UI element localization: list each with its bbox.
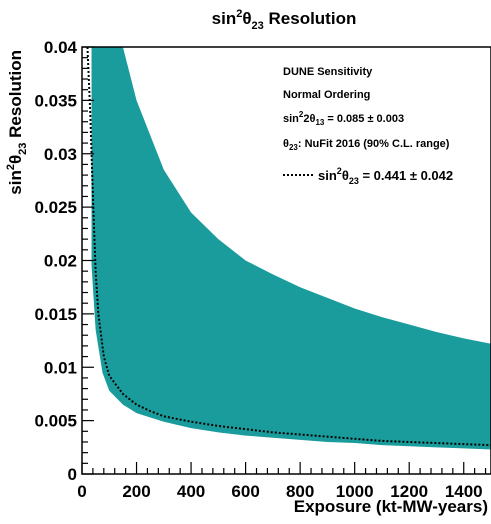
legend-curve-label: sin2θ23 = 0.441 ± 0.042 (318, 166, 453, 186)
legend-line-theta23: θ23: NuFit 2016 (90% C.L. range) (283, 138, 450, 152)
x-tick-label: 1400 (445, 482, 483, 501)
y-tick-label: 0.03 (44, 145, 77, 164)
x-tick-label: 400 (177, 482, 205, 501)
resolution-band (91, 47, 491, 450)
central-value-curve (86, 46, 491, 447)
legend-line-theta13: sin22θ13 = 0.085 ± 0.003 (283, 110, 404, 127)
x-tick-label: 0 (77, 482, 86, 501)
x-tick-label: 600 (231, 482, 259, 501)
x-tick-label: 1000 (336, 482, 374, 501)
legend: DUNE Sensitivity Normal Ordering sin22θ1… (283, 66, 453, 186)
y-tick-label: 0.005 (34, 412, 77, 431)
x-tick-label: 1200 (390, 482, 428, 501)
plot-data (86, 46, 491, 450)
y-axis-label: sin2θ23 Resolution (5, 50, 29, 195)
y-tick-label: 0 (68, 465, 77, 484)
x-tick-label: 800 (286, 482, 314, 501)
y-tick-label: 0.015 (34, 305, 77, 324)
x-axis: 0 200 400 600 800 1000 1200 1400 (77, 462, 487, 501)
y-tick-label: 0.01 (44, 358, 77, 377)
x-tick-label: 200 (122, 482, 150, 501)
y-axis: 0 0.005 0.01 0.015 0.02 0.025 0.03 0.035 0.04 (34, 38, 94, 484)
y-tick-label: 0.02 (44, 252, 77, 271)
y-tick-label: 0.04 (44, 38, 78, 57)
y-tick-label: 0.025 (34, 198, 77, 217)
chart-title: sin2θ23 Resolution (212, 8, 357, 32)
y-tick-label: 0.035 (34, 91, 77, 110)
legend-line-ordering: Normal Ordering (283, 89, 370, 101)
legend-line-experiment: DUNE Sensitivity (283, 66, 373, 78)
x-axis-label: Exposure (kt-MW-years) (294, 497, 488, 516)
